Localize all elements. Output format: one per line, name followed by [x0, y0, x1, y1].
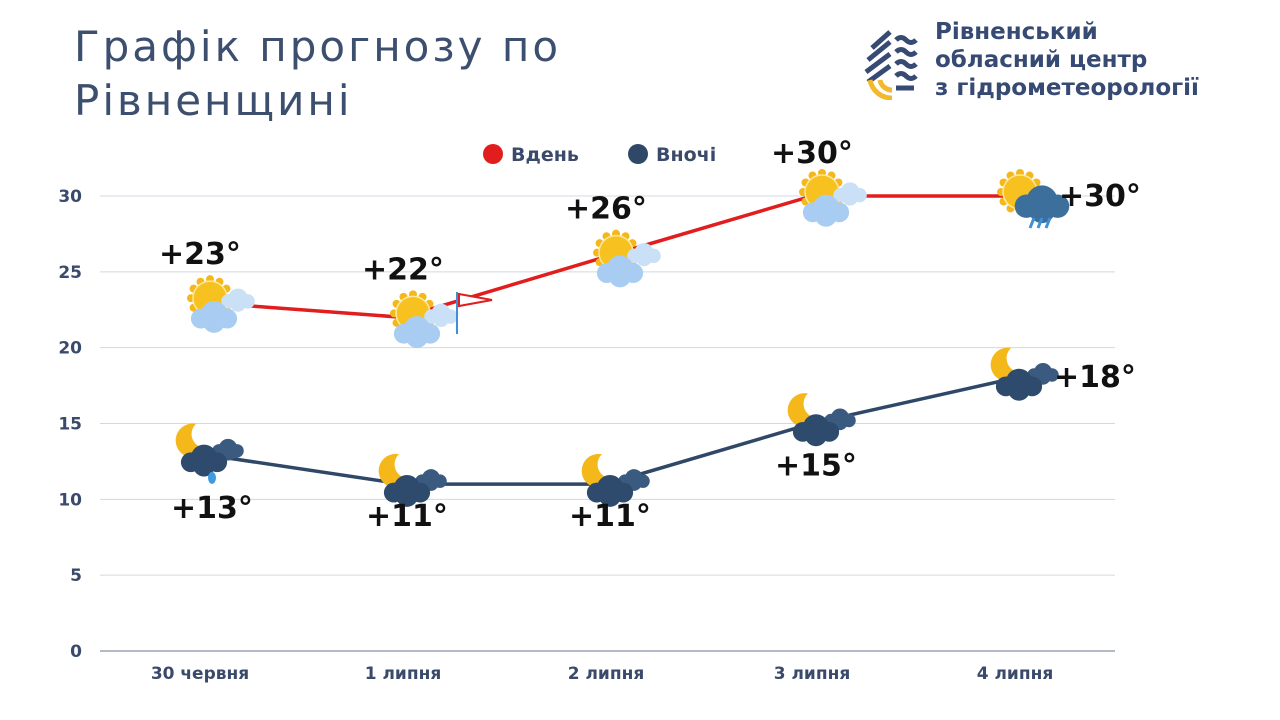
- data-label: +22°: [362, 252, 444, 287]
- y-tick-label: 5: [70, 566, 82, 586]
- cloud-part: [1029, 197, 1055, 224]
- title-line-1: Графік прогнозу по: [74, 22, 562, 71]
- page-title: Графік прогнозу по Рівненщині: [74, 20, 561, 128]
- rain-drop: [1036, 217, 1044, 229]
- x-tick-label: 4 липня: [977, 664, 1054, 684]
- cloud-icon: [180, 444, 228, 477]
- rain-drop: [1028, 217, 1036, 229]
- data-label: +11°: [569, 499, 651, 534]
- y-tick-label: 10: [58, 490, 82, 510]
- y-tick-label: 0: [70, 642, 82, 662]
- cloud-part: [203, 310, 225, 333]
- series-line-night: [199, 376, 1016, 486]
- cloud-icon: [424, 303, 458, 327]
- data-label: +13°: [171, 491, 253, 526]
- sun-cloud-icon: [799, 169, 867, 227]
- y-tick-label: 15: [58, 415, 82, 435]
- cloud-icon: [627, 243, 661, 267]
- windsock-sock: [458, 292, 493, 308]
- moon-cloud-rain-icon: [175, 423, 244, 484]
- cloud-part: [406, 326, 428, 349]
- cloud-icon: [190, 300, 238, 333]
- org-line-2: обласний центр: [935, 47, 1148, 73]
- cloud-icon: [221, 288, 255, 312]
- data-label: +11°: [366, 499, 448, 534]
- cloud-part: [609, 265, 631, 288]
- sun-rain-cloud-icon: [997, 169, 1070, 229]
- cloud-part: [230, 295, 246, 312]
- sun-cloud-icon: [390, 290, 458, 349]
- x-tick-label: 30 червня: [151, 664, 249, 684]
- cloud-icon: [393, 316, 441, 349]
- org-line-1: Рівненський: [935, 19, 1098, 45]
- y-tick-label: 25: [58, 263, 82, 283]
- cloud-part: [193, 454, 215, 477]
- data-label: +30°: [771, 136, 853, 171]
- legend-marker: [483, 144, 503, 164]
- legend-label: Вночі: [656, 144, 716, 166]
- data-label: +18°: [1054, 360, 1136, 395]
- data-label: +15°: [775, 449, 857, 484]
- hydromet-logo: [864, 30, 918, 100]
- legend-label: Вдень: [511, 144, 579, 166]
- moon-cloud-icon: [581, 453, 650, 507]
- moon-cloud-icon: [990, 347, 1059, 401]
- cloud-icon: [1027, 363, 1059, 385]
- cloud-part: [636, 250, 652, 267]
- y-tick-label: 30: [58, 187, 82, 207]
- legend-marker: [628, 144, 648, 164]
- cloud-icon: [383, 474, 431, 507]
- org-line-3: з гідрометеорології: [935, 75, 1199, 101]
- cloud-icon: [802, 194, 850, 227]
- cloud-part: [599, 484, 621, 507]
- data-label: +30°: [1059, 179, 1141, 214]
- cloud-part: [815, 204, 837, 227]
- sun-cloud-icon: [593, 229, 661, 288]
- cloud-icon: [586, 474, 634, 507]
- cloud-icon: [618, 469, 650, 491]
- cloud-icon: [995, 368, 1043, 401]
- cloud-icon: [792, 414, 840, 447]
- cloud-part: [842, 189, 858, 206]
- cloud-icon: [833, 182, 867, 206]
- organization-name: Рівненський обласний центр з гідрометеор…: [935, 18, 1199, 102]
- cloud-part: [396, 484, 418, 507]
- data-label: +23°: [159, 237, 241, 272]
- rain-drop: [208, 471, 216, 484]
- cloud-icon: [596, 255, 644, 288]
- rain-drop: [1044, 217, 1052, 229]
- windsock-icon: [456, 292, 493, 334]
- title-line-2: Рівненщині: [74, 76, 353, 125]
- sun-cloud-icon: [187, 275, 255, 333]
- moon-cloud-icon: [378, 453, 447, 507]
- x-tick-label: 1 липня: [365, 664, 442, 684]
- x-tick-label: 2 липня: [568, 664, 645, 684]
- cloud-icon: [1014, 185, 1070, 224]
- cloud-part: [433, 310, 449, 327]
- cloud-part: [805, 424, 827, 447]
- data-label: +26°: [565, 192, 647, 227]
- y-tick-label: 20: [58, 339, 82, 359]
- moon-cloud-icon: [787, 393, 856, 447]
- x-tick-label: 3 липня: [774, 664, 851, 684]
- cloud-part: [1008, 378, 1030, 401]
